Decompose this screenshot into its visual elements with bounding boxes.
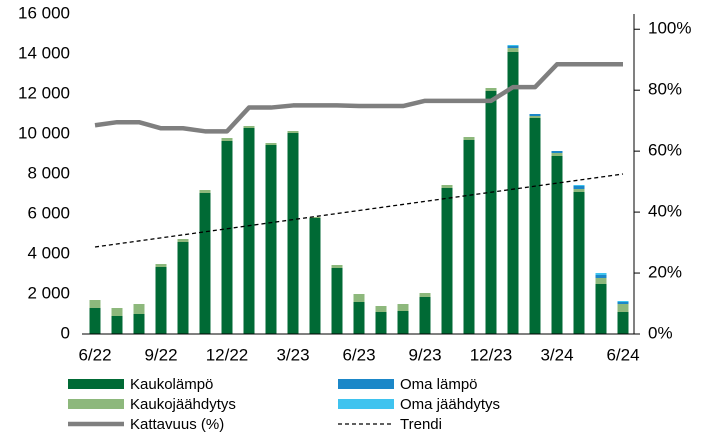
bar-segment <box>265 143 277 145</box>
bar-segment <box>419 293 431 297</box>
bar-segment <box>573 189 585 192</box>
legend-label: Oma jäähdytys <box>400 396 500 413</box>
bar-segment <box>133 304 145 314</box>
bar-segment <box>617 302 629 304</box>
bar-segment <box>309 217 321 218</box>
bar-segment <box>177 242 189 334</box>
bar-segment <box>595 278 607 284</box>
y2-tick-label: 100% <box>648 19 691 38</box>
bar-segment <box>507 48 519 52</box>
bar-segment <box>507 45 519 46</box>
y-tick-label: 0 <box>61 323 70 342</box>
bar-segment <box>529 118 541 334</box>
bar-segment <box>155 267 167 334</box>
y2-tick-label: 60% <box>648 141 682 160</box>
bar-segment <box>617 312 629 334</box>
y2-tick-label: 20% <box>648 263 682 282</box>
y-tick-label: 10 000 <box>18 123 70 142</box>
series-line <box>94 173 624 248</box>
x-tick-label: 9/22 <box>144 345 177 364</box>
bar-segment <box>111 308 123 316</box>
legend-label: Trendi <box>400 416 442 433</box>
y2-tick-label: 80% <box>648 80 682 99</box>
bar-segment <box>331 265 343 268</box>
bar-segment <box>309 218 321 334</box>
bar-segment <box>595 273 607 275</box>
bar-segment <box>287 133 299 334</box>
bar-segment <box>485 91 497 334</box>
legend-swatch <box>68 379 124 389</box>
bar-segment <box>89 300 101 308</box>
y-tick-label: 12 000 <box>18 83 70 102</box>
bar-segment <box>221 141 233 334</box>
x-tick-label: 6/23 <box>342 345 375 364</box>
legend-swatch <box>338 399 394 409</box>
y-tick-label: 16 000 <box>18 3 70 22</box>
bar-segment <box>441 185 453 188</box>
bar-segment <box>507 46 519 48</box>
y-tick-label: 6 000 <box>27 203 70 222</box>
bar-segment <box>617 301 629 302</box>
bar-segment <box>573 192 585 334</box>
y-tick-label: 4 000 <box>27 243 70 262</box>
bar-segment <box>441 188 453 334</box>
legend-label: Kaukojäähdytys <box>130 396 236 413</box>
legend-swatch <box>338 379 394 389</box>
bar-segment <box>243 126 255 128</box>
bar-segment <box>375 306 387 312</box>
y-tick-label: 14 000 <box>18 43 70 62</box>
bar-segment <box>89 308 101 334</box>
bar-segment <box>111 316 123 334</box>
legend-label: Oma lämpö <box>400 376 478 393</box>
legend-swatch <box>68 399 124 409</box>
bar-segment <box>397 311 409 334</box>
bar-segment <box>419 297 431 334</box>
bar-segment <box>353 294 365 302</box>
bar-segment <box>463 140 475 334</box>
bar-segment <box>331 268 343 334</box>
bar-segment <box>529 114 541 116</box>
bar-segment <box>133 314 145 334</box>
x-tick-label: 12/22 <box>206 345 249 364</box>
x-tick-label: 9/23 <box>408 345 441 364</box>
bar-segment <box>529 116 541 118</box>
x-tick-label: 3/24 <box>540 345 573 364</box>
bar-segment <box>463 137 475 140</box>
y-tick-label: 8 000 <box>27 163 70 182</box>
y-tick-label: 2 000 <box>27 283 70 302</box>
bar-segment <box>375 312 387 334</box>
x-tick-label: 6/24 <box>606 345 639 364</box>
legend-label: Kaukolämpö <box>130 376 213 393</box>
bar-segment <box>551 156 563 334</box>
y2-tick-label: 40% <box>648 202 682 221</box>
bar-segment <box>507 52 519 334</box>
bar-segment <box>595 275 607 278</box>
bar-segment <box>551 151 563 153</box>
x-tick-label: 6/22 <box>78 345 111 364</box>
series-line <box>94 62 623 134</box>
bar-segment <box>573 186 585 189</box>
bar-segment <box>595 284 607 334</box>
bar-segment <box>155 264 167 267</box>
bar-segment <box>573 185 585 186</box>
bar-segment <box>287 131 299 133</box>
bar-segment <box>397 304 409 311</box>
bar-segment <box>199 190 211 193</box>
x-tick-label: 12/23 <box>470 345 513 364</box>
bar-segment <box>221 138 233 141</box>
bar-segment <box>551 153 563 156</box>
bar-segment <box>617 304 629 312</box>
x-tick-label: 3/23 <box>276 345 309 364</box>
bar-segment <box>485 88 497 91</box>
bar-segment <box>353 302 365 334</box>
y2-tick-label: 0% <box>648 323 673 342</box>
bar-segment <box>199 193 211 334</box>
bar-segment <box>243 128 255 334</box>
bar-segment <box>177 239 189 242</box>
bar-segment <box>265 145 277 334</box>
legend-label: Kattavuus (%) <box>130 416 224 433</box>
